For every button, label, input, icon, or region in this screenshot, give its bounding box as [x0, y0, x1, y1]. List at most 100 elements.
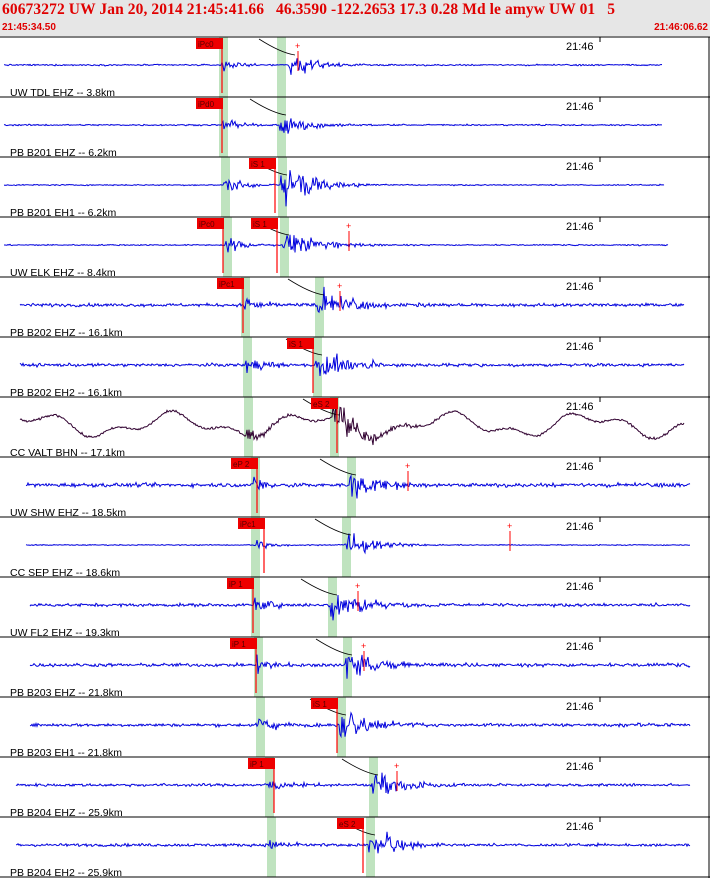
time-tick-label: 21:46 [566, 401, 594, 413]
pick-label: iP 1 [232, 640, 246, 649]
pick-box[interactable] [230, 638, 257, 649]
pick-box[interactable] [238, 518, 265, 529]
trace-row: iPc0 iS 1 +21:46 UW ELK EHZ -- 8.4km [4, 217, 669, 279]
travel-time-curve [258, 38, 296, 56]
pick-box[interactable] [231, 458, 258, 469]
time-tick-label: 21:46 [566, 101, 594, 113]
pick-label: iP 1 [250, 760, 264, 769]
travel-time-curve [300, 578, 338, 596]
pick-label: iS 1 [251, 160, 265, 169]
waveform [19, 353, 685, 376]
pick-label: iPc0 [199, 220, 215, 229]
trace-row: eS 2 21:46 PB B204 EH2 -- 25.9km [10, 817, 691, 878]
coda-marker-label: + [337, 281, 342, 291]
coda-marker-label: + [295, 41, 300, 51]
waveform [25, 473, 691, 499]
station-label: PB B201 EHZ -- 6.2km [10, 147, 117, 159]
coda-marker-label: + [355, 581, 360, 591]
waveform [3, 118, 662, 134]
waveform [15, 831, 691, 854]
station-label: UW SHW EHZ -- 18.5km [10, 507, 126, 519]
pick-box[interactable] [251, 218, 278, 229]
trace-row: iP 1 +21:46 PB B204 EHZ -- 25.9km [10, 757, 691, 819]
waveform [29, 711, 691, 739]
pick-label: iPc1 [219, 280, 235, 289]
pick-label: iS 1 [289, 340, 303, 349]
station-label: PB B202 EH2 -- 16.1km [10, 387, 122, 399]
pick-box[interactable] [287, 338, 314, 349]
time-tick-label: 21:46 [566, 341, 594, 353]
pick-label: iPc1 [240, 520, 256, 529]
pick-box[interactable] [249, 158, 276, 169]
trace-row: iPc0 +21:46 UW TDL EHZ -- 3.8km [3, 37, 663, 99]
pick-label: eS 2 [313, 400, 330, 409]
trace-row: eP 2 +21:46 UW SHW EHZ -- 18.5km [10, 457, 691, 519]
waveform [29, 594, 691, 621]
time-tick-label: 21:46 [566, 281, 594, 293]
pick-box[interactable] [196, 38, 223, 49]
station-label: CC VALT BHN -- 17.1km [10, 447, 125, 459]
station-label: PB B204 EH2 -- 25.9km [10, 867, 122, 878]
pick-box[interactable] [311, 398, 338, 409]
station-label: PB B203 EH1 -- 21.8km [10, 747, 122, 759]
waveform [15, 772, 691, 794]
time-tick-label: 21:46 [566, 761, 594, 773]
pick-box[interactable] [311, 698, 338, 709]
trace-row: iP 1 +21:46 UW FL2 EHZ -- 19.3km [10, 577, 691, 639]
pick-box[interactable] [337, 818, 364, 829]
pick-box[interactable] [217, 278, 244, 289]
travel-time-curve [341, 758, 379, 776]
trace-row: eS 2 21:46 CC VALT BHN -- 17.1km [10, 397, 685, 459]
station-label: PB B204 EHZ -- 25.9km [10, 807, 123, 819]
pick-label: iS 1 [253, 220, 267, 229]
station-label: UW FL2 EHZ -- 19.3km [10, 627, 120, 639]
station-label: UW ELK EHZ -- 8.4km [10, 267, 116, 279]
trace-row: iS 1 21:46 PB B203 EH1 -- 21.8km [10, 697, 691, 759]
trace-row: iS 1 21:46 PB B201 EH1 -- 6.2km [3, 157, 665, 219]
trace-row: iP 1 +21:46 PB B203 EHZ -- 21.8km [10, 637, 691, 699]
event-title: 60673272 UW Jan 20, 2014 21:45:41.66 46.… [2, 1, 616, 18]
pick-label: iPd0 [198, 100, 215, 109]
trace-row: iPd0 21:46 PB B201 EHZ -- 6.2km [3, 97, 662, 159]
pick-box[interactable] [197, 218, 224, 229]
s-phase-band [330, 397, 339, 457]
pick-box[interactable] [248, 758, 275, 769]
station-label: PB B201 EH1 -- 6.2km [10, 207, 116, 219]
waveform [4, 234, 669, 253]
s-phase-band [366, 817, 375, 877]
s-phase-band [277, 37, 286, 97]
coda-marker-label: + [507, 521, 512, 531]
waveform [19, 398, 685, 446]
time-tick-label: 21:46 [566, 461, 594, 473]
pick-label: iS 1 [313, 700, 327, 709]
window-start-time: 21:45:34.50 [2, 22, 56, 33]
pick-box[interactable] [196, 98, 223, 109]
waveform [19, 286, 685, 314]
coda-marker-label: + [405, 461, 410, 471]
pick-label: iP 1 [229, 580, 243, 589]
time-tick-label: 21:46 [566, 641, 594, 653]
p-phase-band [267, 817, 276, 877]
trace-row: iPc1 +21:46 CC SEP EHZ -- 18.6km [10, 517, 691, 579]
travel-time-curve [249, 98, 287, 116]
travel-time-curve [315, 638, 353, 656]
waveform [3, 58, 663, 75]
pick-label: eP 2 [233, 460, 250, 469]
waveform [29, 654, 691, 679]
p-phase-band [251, 517, 260, 577]
waveform [3, 170, 665, 207]
pick-label: eS 2 [339, 820, 356, 829]
pick-box[interactable] [227, 578, 254, 589]
window-end-time: 21:46:06.62 [654, 22, 708, 33]
coda-marker-label: + [394, 761, 399, 771]
travel-time-curve [319, 458, 357, 476]
station-label: PB B202 EHZ -- 16.1km [10, 327, 123, 339]
waveform [25, 533, 691, 555]
time-tick-label: 21:46 [566, 701, 594, 713]
trace-row: iS 1 21:46 PB B202 EH2 -- 16.1km [10, 337, 685, 399]
time-tick-label: 21:46 [566, 581, 594, 593]
record-header: 60673272 UW Jan 20, 2014 21:45:41.66 46.… [0, 0, 710, 36]
coda-marker-label: + [361, 641, 366, 651]
time-tick-label: 21:46 [566, 161, 594, 173]
